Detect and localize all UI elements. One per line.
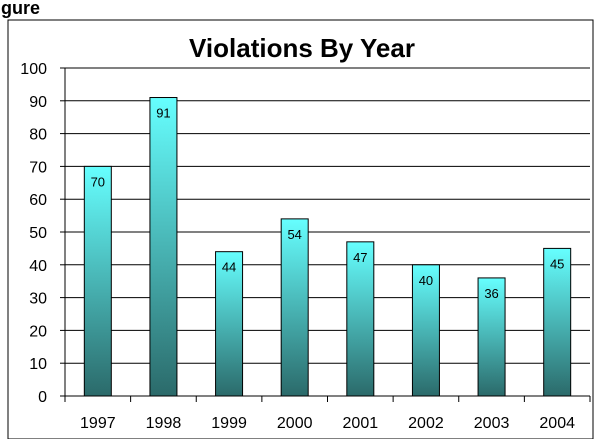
y-tick-label: 40 [29,258,47,275]
data-label-2002: 40 [419,273,433,288]
x-tick-label-2002: 2002 [408,415,444,432]
bar-2004 [543,247,572,397]
bar-1998 [149,97,178,397]
bar-2003 [477,277,506,397]
x-tick-label-2003: 2003 [474,415,510,432]
axes [60,67,591,402]
y-tick-label: 10 [29,356,47,373]
data-label-2003: 36 [484,286,498,301]
data-label-2001: 47 [353,250,367,265]
x-tick-label-1999: 1999 [211,415,247,432]
data-label-1998: 91 [156,106,170,121]
y-tick-label: 20 [29,323,47,340]
labels: 0 10 20 30 40 50 60 70 80 90 100 70 1997 91 1998 44 1999… [20,61,575,432]
bar-2002 [411,264,440,397]
data-label-2004: 45 [550,256,564,271]
bar-1999 [215,251,244,397]
y-tick-label: 90 [29,94,47,111]
chart-title: Violations By Year [189,33,415,63]
data-label-1999: 44 [222,260,236,275]
y-tick-label: 0 [38,389,47,406]
bar-2000 [280,218,309,397]
y-tick-label: 50 [29,225,47,242]
bar-1997 [83,165,112,397]
x-tick-label-1998: 1998 [146,415,182,432]
data-label-2000: 54 [287,227,301,242]
x-tick-label-2001: 2001 [343,415,379,432]
y-tick-label: 100 [20,61,47,78]
y-tick-label: 60 [29,192,47,209]
x-tick-label-2004: 2004 [539,415,575,432]
bars [83,97,572,397]
data-label-1997: 70 [91,174,105,189]
y-tick-label: 80 [29,127,47,144]
figure-caption-fragment: igure [0,0,40,18]
x-tick-label-1997: 1997 [80,415,116,432]
x-tick-label-2000: 2000 [277,415,313,432]
y-tick-label: 70 [29,159,47,176]
y-tick-label: 30 [29,291,47,308]
bar-2001 [346,241,375,397]
